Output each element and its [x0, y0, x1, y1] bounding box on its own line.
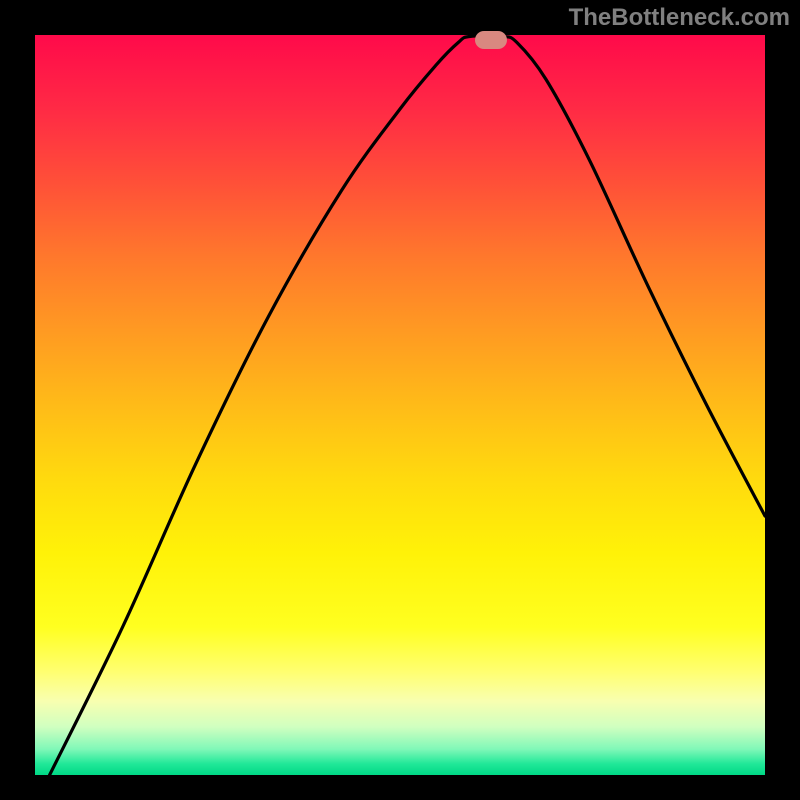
- bottleneck-curve: [35, 35, 765, 775]
- plot-area: [35, 35, 765, 775]
- watermark-text: TheBottleneck.com: [569, 4, 790, 32]
- chart-container: TheBottleneck.com: [0, 0, 800, 800]
- optimal-marker: [475, 31, 507, 49]
